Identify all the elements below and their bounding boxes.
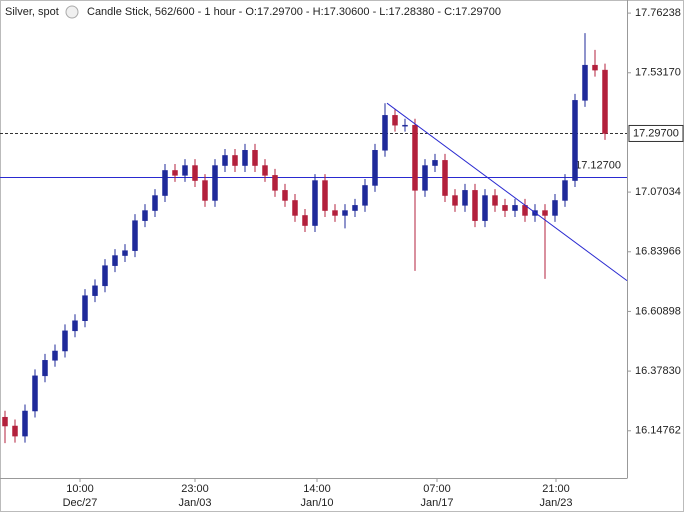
candle-body [312, 180, 318, 226]
candle-body [482, 195, 488, 221]
candle-body [202, 180, 208, 201]
candle-body [292, 200, 298, 216]
candle-body [542, 210, 548, 216]
y-tick-label: 16.60898 [635, 305, 681, 317]
candle-body [132, 220, 138, 251]
candle-body [102, 265, 108, 287]
candle-body [162, 170, 168, 196]
candle-body [562, 180, 568, 201]
candle-body [402, 124, 408, 127]
candle-body [2, 416, 8, 427]
candle-body [432, 160, 438, 166]
x-tick-date: Jan/10 [300, 497, 333, 509]
x-tick-label: 10:00 [66, 483, 94, 495]
candle-body [242, 150, 248, 166]
symbol: Silver, spot [5, 6, 59, 18]
candle-body [592, 64, 598, 71]
candle-body [172, 170, 178, 176]
x-tick-date: Jan/23 [539, 497, 572, 509]
candle-body [322, 180, 328, 211]
candle-body [362, 185, 368, 206]
candle-body [272, 175, 278, 191]
settings-icon[interactable] [65, 5, 79, 19]
candle-body [222, 155, 228, 166]
x-tick-date: Jan/17 [420, 497, 453, 509]
x-tick-label: 21:00 [542, 483, 570, 495]
trend-line [386, 102, 628, 282]
candle-body [72, 320, 78, 332]
current-price-box [628, 124, 684, 142]
candle-body [392, 115, 398, 126]
candle-body [152, 195, 158, 211]
candle-body [352, 205, 358, 211]
candle-body [52, 350, 58, 361]
candle-body [332, 210, 338, 216]
y-tick-label: 16.14762 [635, 425, 681, 437]
candle-body [252, 150, 258, 166]
candle-body [572, 100, 578, 181]
x-tick-label: 07:00 [423, 483, 451, 495]
candle-body [422, 165, 428, 191]
y-tick-label: 16.83966 [635, 246, 681, 258]
info: Candle Stick, 562/600 - 1 hour - O:17.29… [87, 6, 501, 18]
candle-body [512, 205, 518, 211]
horizontal-line-label: 17.12700 [575, 159, 621, 171]
candle-body [412, 124, 418, 191]
candle-body [302, 215, 308, 226]
candle-body [82, 295, 88, 321]
candle-body [282, 190, 288, 201]
candle-body [382, 115, 388, 151]
candle-body [232, 155, 238, 166]
x-tick-label: 14:00 [303, 483, 331, 495]
candle-body [12, 425, 18, 437]
candle-body [192, 165, 198, 181]
candle-body [492, 195, 498, 206]
candle-body [262, 165, 268, 176]
current-price-label: 17.29700 [633, 127, 679, 139]
candle-body [372, 150, 378, 186]
candle-body [212, 165, 218, 201]
candle-body [552, 200, 558, 216]
candle-body [342, 210, 348, 216]
candle-body [602, 69, 608, 134]
y-tick-label: 17.76238 [635, 7, 681, 19]
candle-body [182, 165, 188, 176]
candle-body [112, 255, 118, 266]
y-tick-label: 17.07034 [635, 186, 681, 198]
candle-body [502, 205, 508, 211]
candle-body [582, 64, 588, 101]
candle-body [442, 160, 448, 196]
candle-body [452, 195, 458, 206]
candle-body [472, 190, 478, 221]
candle-body [142, 210, 148, 221]
candle-body [32, 375, 38, 412]
x-tick-label: 23:00 [181, 483, 209, 495]
x-tick-date: Jan/03 [178, 497, 211, 509]
x-tick-date: Dec/27 [63, 497, 98, 509]
candle-body [122, 250, 128, 256]
candle-body [462, 190, 468, 206]
y-tick-label: 16.37830 [635, 365, 681, 377]
y-tick-label: 17.53170 [635, 67, 681, 79]
candle-body [62, 330, 68, 352]
candle-body [22, 410, 28, 437]
candle-body [42, 360, 48, 377]
candle-body [92, 285, 98, 296]
